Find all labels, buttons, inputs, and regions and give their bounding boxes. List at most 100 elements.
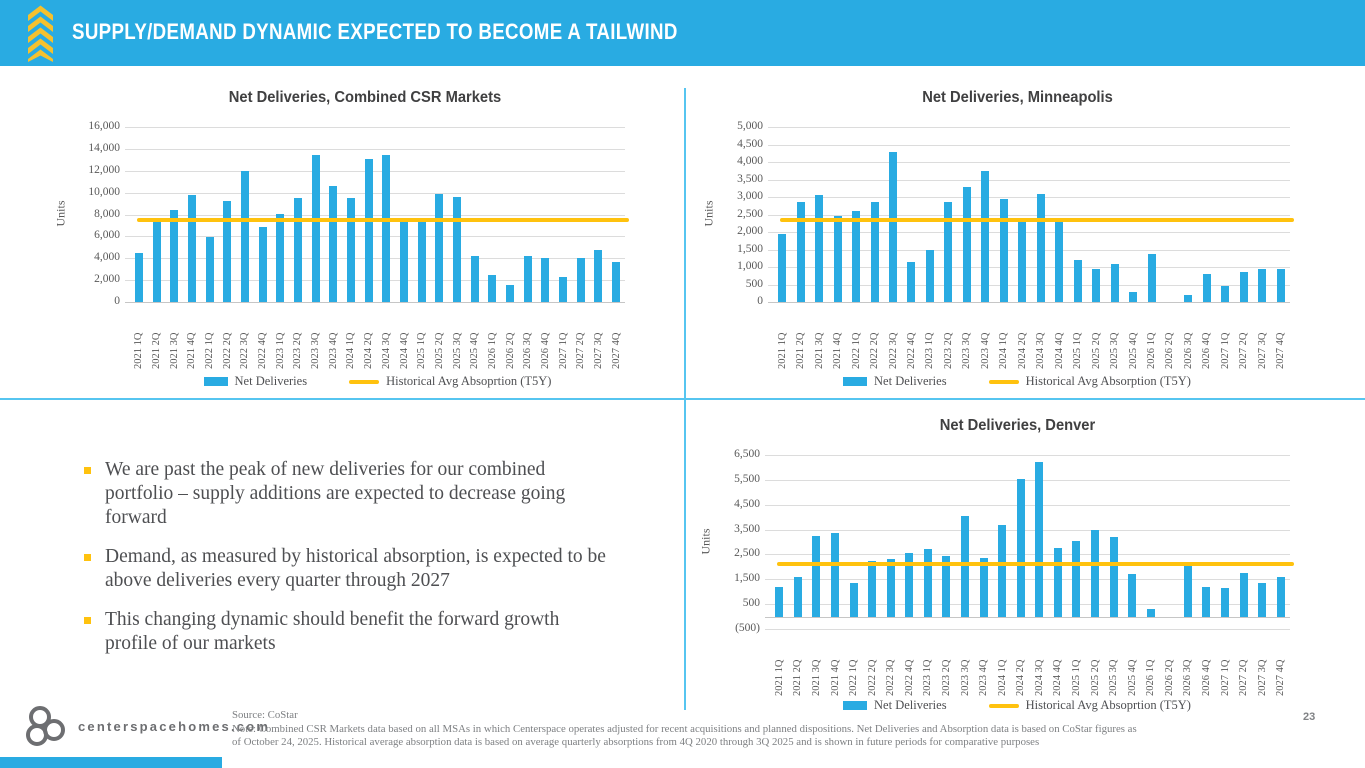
x-tick-label: 2024 2Q bbox=[1015, 659, 1027, 696]
footnote-note: Note: Combined CSR Markets data based on… bbox=[232, 722, 1137, 749]
horizontal-divider bbox=[0, 398, 1365, 400]
x-tick-label: 2026 4Q bbox=[1200, 659, 1212, 696]
legend: Net Deliveries Historical Avg Absoprtion … bbox=[130, 374, 625, 389]
gridline bbox=[765, 504, 1290, 506]
legend-swatch bbox=[349, 379, 380, 384]
x-tick-label: 2022 2Q bbox=[221, 332, 233, 369]
y-tick-label: 5,500 bbox=[734, 472, 760, 485]
legend-item: Net Deliveries bbox=[203, 374, 307, 389]
x-tick-label: 2024 4Q bbox=[398, 332, 410, 369]
bar bbox=[311, 154, 320, 302]
x-tick-label: 2024 1Q bbox=[996, 659, 1008, 696]
bar bbox=[793, 576, 802, 617]
bar bbox=[1129, 291, 1138, 302]
x-tick-label: 2024 3Q bbox=[380, 332, 392, 369]
centerspace-logo-icon bbox=[26, 706, 65, 746]
bar bbox=[1016, 478, 1025, 617]
bar bbox=[962, 186, 971, 302]
x-tick-label: 2022 4Q bbox=[903, 659, 915, 696]
x-tick-label: 2027 4Q bbox=[1275, 659, 1287, 696]
x-tick-label: 2023 1Q bbox=[274, 332, 286, 369]
avg-absorption-line bbox=[137, 217, 629, 222]
y-tick-label: 2,000 bbox=[737, 225, 763, 237]
x-tick-label: 2024 4Q bbox=[1052, 659, 1064, 696]
bar bbox=[849, 583, 858, 617]
chevron-icon bbox=[28, 5, 53, 62]
bar bbox=[612, 262, 621, 302]
gridline bbox=[768, 267, 1290, 268]
x-tick-label: 2022 2Q bbox=[866, 659, 878, 696]
bullet-item: This changing dynamic should benefit the… bbox=[84, 608, 614, 656]
gridline bbox=[125, 127, 625, 128]
bar bbox=[541, 258, 550, 302]
bar bbox=[470, 255, 479, 302]
x-tick-label: 2022 4Q bbox=[905, 332, 917, 369]
bar bbox=[886, 559, 895, 617]
x-tick-label: 2021 2Q bbox=[795, 332, 807, 369]
bullet-text: This changing dynamic should benefit the… bbox=[105, 609, 560, 654]
bar bbox=[223, 200, 232, 302]
x-tick-label: 2023 4Q bbox=[978, 659, 990, 696]
x-tick-label: 2022 4Q bbox=[257, 332, 269, 369]
gridline bbox=[125, 214, 625, 216]
bar bbox=[240, 171, 249, 302]
bar bbox=[1073, 260, 1082, 302]
legend-swatch bbox=[843, 701, 868, 710]
gridline bbox=[768, 197, 1290, 198]
x-tick-label: 2027 1Q bbox=[1219, 332, 1231, 369]
x-tick-label: 2025 1Q bbox=[1072, 332, 1084, 369]
gridline bbox=[765, 579, 1290, 581]
legend-label: Historical Avg Absoprtion (T5Y) bbox=[386, 374, 552, 388]
bar bbox=[382, 154, 391, 302]
x-tick-label: 2022 1Q bbox=[848, 659, 860, 696]
bar bbox=[998, 524, 1007, 617]
bar bbox=[778, 233, 787, 302]
x-tick-label: 2025 3Q bbox=[1108, 659, 1120, 696]
gridline bbox=[768, 232, 1290, 233]
x-tick-label: 2027 3Q bbox=[592, 332, 604, 369]
bar bbox=[453, 197, 462, 302]
bullet-item: We are past the peak of new deliveries f… bbox=[84, 458, 614, 530]
bar bbox=[1258, 583, 1267, 617]
gridline bbox=[125, 236, 625, 238]
gridline bbox=[765, 554, 1290, 556]
bullet-square-icon bbox=[84, 467, 91, 474]
x-axis-line bbox=[768, 302, 1290, 303]
gridline bbox=[768, 214, 1290, 216]
bar bbox=[1221, 286, 1230, 302]
bar bbox=[1072, 540, 1081, 617]
x-tick-label: 2021 1Q bbox=[773, 659, 785, 696]
y-tick-label: (500) bbox=[735, 622, 760, 634]
bar bbox=[907, 261, 916, 302]
x-tick-label: 2026 3Q bbox=[1182, 659, 1194, 696]
bar bbox=[944, 202, 953, 302]
x-tick-label: 2026 2Q bbox=[1164, 332, 1176, 369]
x-tick-label: 2023 3Q bbox=[961, 332, 973, 369]
bullet-text: We are past the peak of new deliveries f… bbox=[105, 459, 566, 528]
bar bbox=[1147, 254, 1156, 302]
bar bbox=[205, 236, 214, 302]
x-tick-label: 2026 4Q bbox=[539, 332, 551, 369]
x-tick-label: 2023 2Q bbox=[940, 659, 952, 696]
chart-title: Net Deliveries, Denver bbox=[939, 417, 1096, 434]
footnote: Source: CoStar Note: Combined CSR Market… bbox=[232, 709, 1140, 750]
bar bbox=[506, 284, 515, 302]
gridline bbox=[768, 249, 1290, 251]
y-tick-label: 6,000 bbox=[94, 229, 120, 242]
x-tick-label: 2027 1Q bbox=[1219, 659, 1231, 696]
legend-item: Net Deliveries bbox=[843, 374, 947, 389]
bar bbox=[925, 249, 934, 302]
bar bbox=[833, 216, 842, 302]
y-tick-label: 4,000 bbox=[94, 251, 120, 264]
x-tick-label: 2024 4Q bbox=[1053, 332, 1065, 369]
bar bbox=[979, 558, 988, 617]
gridline bbox=[768, 179, 1290, 181]
x-tick-label: 2022 2Q bbox=[869, 332, 881, 369]
website-link[interactable]: centerspacehomes.com bbox=[78, 719, 271, 734]
bullet-square-icon bbox=[84, 554, 91, 561]
x-tick-label: 2021 3Q bbox=[168, 332, 180, 369]
y-tick-label: 10,000 bbox=[88, 185, 120, 198]
page-number: 23 bbox=[1303, 711, 1316, 723]
x-tick-label: 2021 3Q bbox=[810, 659, 822, 696]
bar bbox=[1276, 268, 1285, 302]
